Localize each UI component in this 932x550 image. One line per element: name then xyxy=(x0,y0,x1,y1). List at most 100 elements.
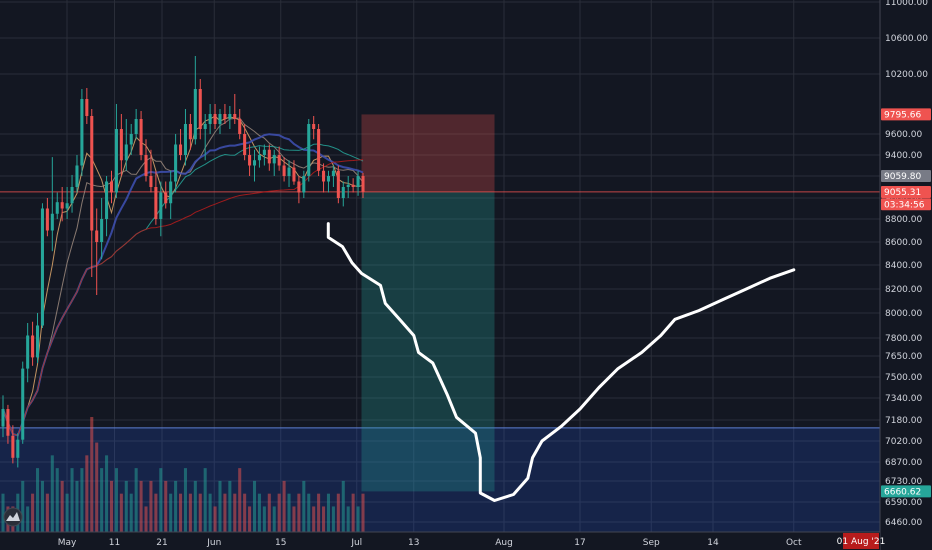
candle-body-9 xyxy=(45,208,49,231)
price-axis: 6460.00 6590.00 6730.00 6870.00 7020.00 7180.… xyxy=(879,0,932,550)
price-tag-label-1: 9059.80 xyxy=(884,172,921,182)
time-tick-label-9: Sep xyxy=(643,538,660,548)
candle-body-18 xyxy=(90,116,94,231)
candle-body-40 xyxy=(198,89,202,129)
candle-32 xyxy=(159,181,163,237)
candle-9 xyxy=(45,198,49,237)
candle-65 xyxy=(322,163,326,193)
candle-body-66 xyxy=(326,176,331,182)
candle-body-57 xyxy=(282,165,286,176)
candle-body-28 xyxy=(139,119,143,155)
price-tick-label-10: 8000.00 xyxy=(885,309,922,319)
volume-bar-29 xyxy=(144,506,148,532)
candle-66 xyxy=(326,170,331,193)
candle-4 xyxy=(21,361,25,444)
volume-bar-49 xyxy=(243,493,247,532)
candle-64 xyxy=(317,124,321,176)
volume-bar-4 xyxy=(21,480,25,532)
candle-body-54 xyxy=(267,149,271,164)
volume-bar-24 xyxy=(119,493,123,532)
candle-body-71 xyxy=(351,184,355,187)
candle-body-70 xyxy=(346,184,350,187)
candle-body-27 xyxy=(134,119,138,134)
candle-body-72 xyxy=(356,176,360,187)
volume-bar-26 xyxy=(129,493,133,532)
volume-bar-16 xyxy=(80,468,84,532)
volume-bar-70 xyxy=(346,506,350,532)
candle-54 xyxy=(267,144,271,171)
projection-path xyxy=(326,222,796,502)
candle-34 xyxy=(169,170,173,219)
candle-body-6 xyxy=(31,335,35,358)
candle-58 xyxy=(287,160,291,187)
candle-body-60 xyxy=(297,181,301,193)
candle-body-68 xyxy=(336,170,340,198)
candle-body-46 xyxy=(228,114,232,119)
price-tick-label-6: 7340.00 xyxy=(885,394,922,404)
candle-59 xyxy=(292,160,296,185)
price-tag-bg-4 xyxy=(881,485,931,498)
candle-43 xyxy=(213,104,217,129)
candle-36 xyxy=(179,129,183,161)
candle-61 xyxy=(302,170,306,198)
candle-8 xyxy=(40,203,44,328)
volume-bar-28 xyxy=(139,480,143,532)
candle-body-10 xyxy=(50,213,54,231)
volume-bar-39 xyxy=(193,480,197,532)
volume-bar-52 xyxy=(257,493,261,532)
price-axis-background xyxy=(880,0,932,550)
candle-body-61 xyxy=(302,176,306,193)
volume-bar-6 xyxy=(31,493,35,532)
time-tick-label-3: Jun xyxy=(206,538,221,548)
price-tick-label-21: 11000.00 xyxy=(885,0,928,8)
volume-bar-57 xyxy=(282,480,286,532)
candle-body-50 xyxy=(248,155,252,166)
candle-13 xyxy=(65,187,69,219)
volume-bar-55 xyxy=(272,506,276,532)
price-tag-label-0: 9795.66 xyxy=(884,110,921,120)
candle-body-52 xyxy=(257,155,261,161)
price-tag-label-3: 03:34:56 xyxy=(884,200,925,210)
candle-52 xyxy=(257,146,261,168)
candle-49 xyxy=(243,124,247,161)
candle-body-13 xyxy=(65,203,69,209)
price-tag-label-2: 9055.31 xyxy=(884,188,921,198)
candle-26 xyxy=(129,124,133,155)
price-tick-label-13: 8600.00 xyxy=(885,238,922,248)
candle-body-8 xyxy=(40,208,44,326)
candle-11 xyxy=(55,192,59,219)
volume-bar-71 xyxy=(351,493,355,532)
candle-62 xyxy=(307,119,311,182)
volume-bar-59 xyxy=(292,506,296,532)
candle-body-39 xyxy=(193,89,197,140)
volume-bar-25 xyxy=(124,480,128,532)
candle-42 xyxy=(208,104,212,134)
volume-bar-0 xyxy=(1,493,5,532)
candle-27 xyxy=(134,109,138,140)
candle-68 xyxy=(336,165,340,204)
candle-21 xyxy=(105,176,109,237)
candle-19 xyxy=(95,208,99,295)
price-tick-label-14: 8800.00 xyxy=(885,215,922,225)
candle-41 xyxy=(203,114,207,161)
candle-23 xyxy=(114,104,118,198)
candle-body-45 xyxy=(223,114,227,119)
time-tick-label-10: 14 xyxy=(707,538,719,548)
candle-body-34 xyxy=(169,181,173,204)
price-tag-bg-3 xyxy=(881,198,931,211)
candle-17 xyxy=(85,88,89,124)
grid-lines xyxy=(0,0,880,532)
volume-bar-34 xyxy=(169,493,173,532)
volume-bar-12 xyxy=(60,480,64,532)
candle-body-30 xyxy=(149,176,153,187)
volume-bar-38 xyxy=(188,493,192,532)
volume-bar-46 xyxy=(228,480,232,532)
volume-bar-63 xyxy=(312,506,316,532)
candle-46 xyxy=(228,106,232,129)
candle-body-49 xyxy=(243,134,247,155)
volume-bar-41 xyxy=(203,468,207,532)
candle-12 xyxy=(60,187,64,222)
candle-40 xyxy=(198,79,202,140)
candle-body-67 xyxy=(331,170,335,176)
